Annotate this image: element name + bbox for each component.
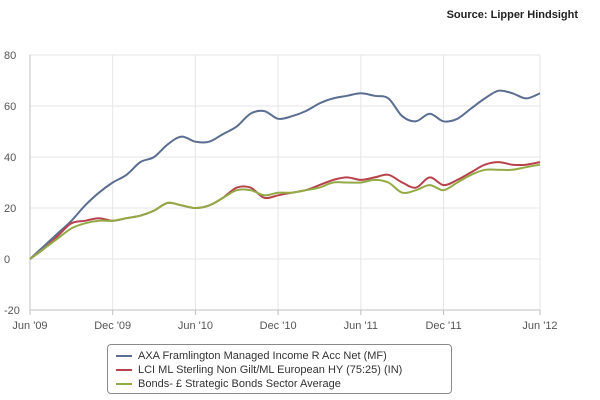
legend-label-2: Bonds- £ Strategic Bonds Sector Average [138, 378, 341, 390]
legend-item-2: Bonds- £ Strategic Bonds Sector Average [116, 377, 451, 391]
series-lines [29, 89, 541, 260]
y-tick-label-1: 0 [4, 254, 10, 266]
legend-item-1: LCI ML Sterling Non Gilt/ML European HY … [116, 363, 451, 377]
y-tick-label-0: -20 [4, 305, 20, 317]
legend-item-0: AXA Framlington Managed Income R Acc Net… [116, 349, 451, 363]
x-tick-label-5: Dec '11 [425, 320, 461, 332]
x-tick-label-2: Jun '10 [178, 320, 213, 332]
x-tick-label-0: Jun '09 [12, 320, 47, 332]
legend-label-1: LCI ML Sterling Non Gilt/ML European HY … [138, 364, 403, 376]
x-tick-label-3: Dec '10 [260, 320, 297, 332]
legend-swatch-1 [116, 369, 132, 371]
y-tick-label-4: 60 [4, 101, 16, 113]
y-tick-label-5: 80 [4, 50, 16, 62]
legend-swatch-0 [116, 355, 132, 357]
series-line-0 [29, 89, 541, 260]
x-tick-label-1: Dec '09 [94, 320, 131, 332]
source-note: Source: Lipper Hindsight [446, 9, 578, 21]
y-tick-label-2: 20 [4, 203, 16, 215]
y-tick-label-3: 40 [4, 152, 16, 164]
x-tick-label-6: Jun '12 [522, 320, 557, 332]
axes [29, 55, 541, 315]
legend-label-0: AXA Framlington Managed Income R Acc Net… [138, 350, 387, 362]
series-line-2 [29, 163, 541, 260]
legend-swatch-2 [116, 383, 132, 385]
grid-lines [29, 54, 541, 311]
tick-labels: -20 0 20 40 60 80 Jun '09 Dec '09 Jun '10 Dec '10… [4, 50, 558, 332]
x-tick-label-4: Jun '11 [344, 320, 378, 332]
series-line-1 [29, 161, 541, 260]
chart-legend: AXA Framlington Managed Income R Acc Net… [107, 344, 452, 394]
